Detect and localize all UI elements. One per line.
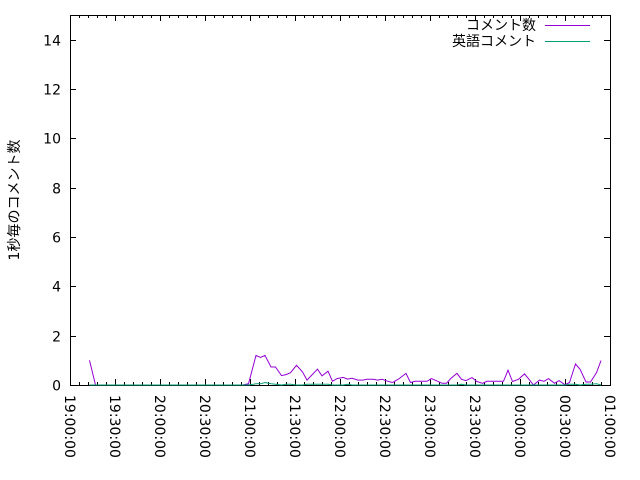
x-tick-label: 22:30:00 [376, 395, 392, 458]
y-tick-label: 6 [52, 231, 61, 247]
y-axis: 0 2 4 6 8 10 12 14 [43, 34, 610, 395]
x-tick-label: 20:00:00 [151, 395, 167, 458]
series-line-english [89, 381, 602, 386]
x-tick-label: 00:30:00 [556, 395, 572, 458]
y-axis-label: 1秒毎のコメント数 [7, 140, 23, 261]
y-tick-label: 14 [43, 34, 61, 50]
x-tick-label: 00:00:00 [511, 395, 527, 458]
x-tick-label: 01:00:00 [601, 395, 617, 458]
x-tick-label: 19:00:00 [61, 395, 77, 458]
legend-label-comments: コメント数 [466, 18, 536, 34]
y-tick-label: 2 [52, 330, 61, 346]
y-tick-label: 0 [52, 379, 61, 395]
x-tick-label: 23:30:00 [466, 395, 482, 458]
y-tick-label: 4 [52, 280, 61, 296]
x-axis: 19:00:00 19:30:00 20:00:00 20:30:00 21:00:00… [61, 15, 617, 458]
x-tick-label: 21:30:00 [286, 395, 302, 458]
x-tick-label: 19:30:00 [106, 395, 122, 458]
series-lines [89, 354, 602, 386]
plot-border [70, 15, 611, 386]
x-tick-label: 21:00:00 [241, 395, 257, 458]
x-tick-label: 23:00:00 [421, 395, 437, 458]
y-tick-label: 12 [43, 83, 61, 99]
x-tick-label: 22:00:00 [331, 395, 347, 458]
legend-label-english: 英語コメント [452, 33, 536, 50]
series-line-comments [89, 354, 602, 386]
y-tick-label: 8 [52, 182, 61, 198]
legend: コメント数 英語コメント [452, 18, 590, 50]
x-tick-label: 20:30:00 [196, 395, 212, 458]
y-tick-label: 10 [43, 132, 61, 148]
